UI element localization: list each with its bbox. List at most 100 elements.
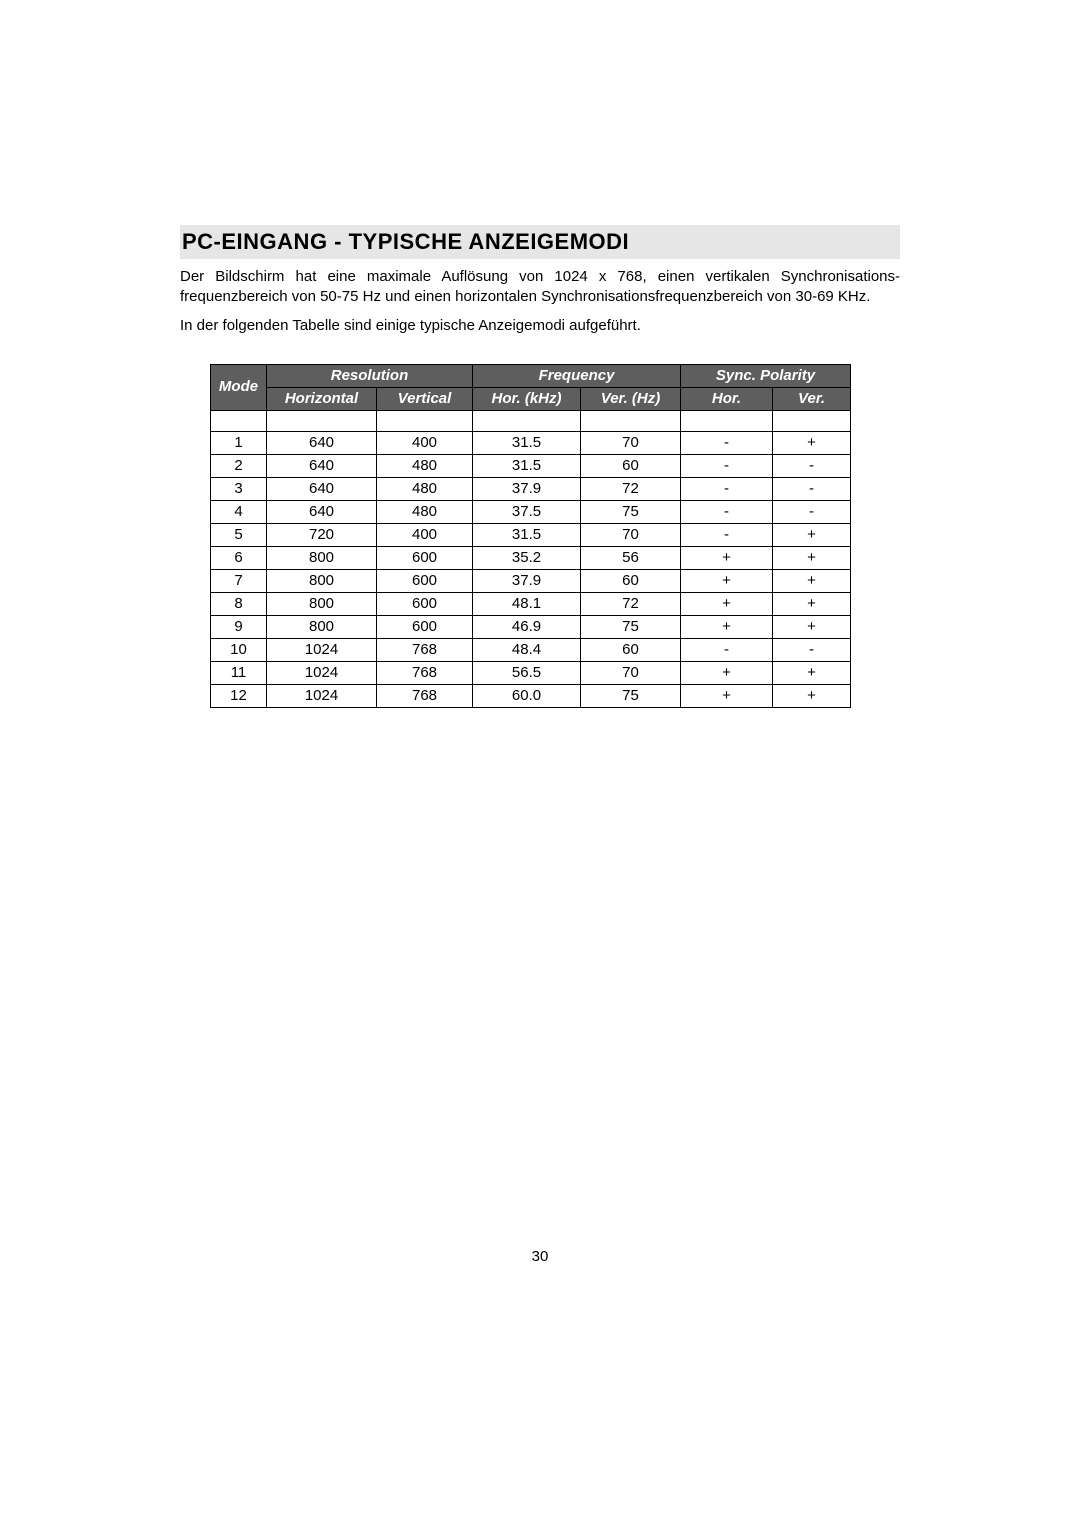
cell-vpol: - [773,638,851,661]
table-row: 10102476848.460-- [211,638,851,661]
cell-vres: 480 [377,454,473,477]
cell-vhz: 75 [581,684,681,707]
cell-hpol: - [681,500,773,523]
cell-hres: 1024 [267,684,377,707]
modes-table-wrap: Mode Resolution Frequency Sync. Polarity… [210,364,900,708]
cell-hres: 800 [267,546,377,569]
cell-vres: 600 [377,569,473,592]
cell-hres: 640 [267,500,377,523]
cell-vhz: 72 [581,592,681,615]
cell-mode: 8 [211,592,267,615]
cell-hpol: - [681,477,773,500]
col-group-resolution: Resolution [267,364,473,387]
col-ver-pol: Ver. [773,387,851,410]
cell-vhz: 70 [581,523,681,546]
cell-vhz: 75 [581,615,681,638]
cell-mode: 12 [211,684,267,707]
cell-vhz: 70 [581,431,681,454]
cell-mode: 5 [211,523,267,546]
table-row: 12102476860.075++ [211,684,851,707]
cell-hkhz: 31.5 [473,431,581,454]
cell-hkhz: 31.5 [473,454,581,477]
cell-vhz: 60 [581,454,681,477]
table-row: 264048031.560-- [211,454,851,477]
cell-hres: 1024 [267,661,377,684]
cell-vpol: + [773,431,851,454]
col-group-frequency: Frequency [473,364,681,387]
cell-hres: 800 [267,592,377,615]
table-row: 572040031.570-+ [211,523,851,546]
cell-hpol: + [681,546,773,569]
cell-hres: 640 [267,477,377,500]
cell-hpol: - [681,638,773,661]
cell-hkhz: 48.4 [473,638,581,661]
section-title-bar: PC-EINGANG - TYPISCHE ANZEIGEMODI [180,225,900,259]
cell-hpol: + [681,592,773,615]
page-number: 30 [0,1248,1080,1265]
table-row: 11102476856.570++ [211,661,851,684]
table-body: 164040031.570-+264048031.560--364048037.… [211,410,851,707]
cell-vres: 768 [377,661,473,684]
cell-hres: 640 [267,454,377,477]
cell-vpol: + [773,661,851,684]
cell-hpol: + [681,684,773,707]
cell-vpol: + [773,546,851,569]
cell-mode: 4 [211,500,267,523]
cell-vhz: 60 [581,638,681,661]
cell-vres: 480 [377,477,473,500]
cell-vpol: + [773,523,851,546]
table-row: 364048037.972-- [211,477,851,500]
cell-hkhz: 37.5 [473,500,581,523]
cell-vhz: 70 [581,661,681,684]
cell-mode: 11 [211,661,267,684]
cell-hkhz: 56.5 [473,661,581,684]
section-title: PC-EINGANG - TYPISCHE ANZEIGEMODI [182,229,894,255]
col-vertical: Vertical [377,387,473,410]
table-row: 880060048.172++ [211,592,851,615]
table-row: 980060046.975++ [211,615,851,638]
cell-hpol: - [681,523,773,546]
col-hor-khz: Hor. (kHz) [473,387,581,410]
cell-mode: 1 [211,431,267,454]
cell-vres: 480 [377,500,473,523]
cell-hres: 800 [267,569,377,592]
cell-mode: 3 [211,477,267,500]
cell-vres: 600 [377,546,473,569]
cell-hkhz: 37.9 [473,477,581,500]
cell-vres: 400 [377,523,473,546]
cell-hres: 800 [267,615,377,638]
cell-vhz: 60 [581,569,681,592]
cell-vhz: 75 [581,500,681,523]
table-header: Mode Resolution Frequency Sync. Polarity… [211,364,851,410]
cell-vres: 768 [377,638,473,661]
cell-vres: 600 [377,615,473,638]
cell-vres: 400 [377,431,473,454]
cell-hpol: + [681,569,773,592]
col-group-mode: Mode [211,364,267,410]
cell-mode: 9 [211,615,267,638]
cell-hres: 720 [267,523,377,546]
cell-hkhz: 60.0 [473,684,581,707]
cell-hkhz: 48.1 [473,592,581,615]
table-row: 680060035.256++ [211,546,851,569]
cell-vpol: - [773,477,851,500]
table-row: 164040031.570-+ [211,431,851,454]
cell-hpol: - [681,431,773,454]
cell-vpol: + [773,569,851,592]
cell-vres: 600 [377,592,473,615]
cell-vpol: + [773,684,851,707]
cell-hkhz: 35.2 [473,546,581,569]
cell-vhz: 56 [581,546,681,569]
cell-hpol: + [681,615,773,638]
cell-mode: 2 [211,454,267,477]
col-hor-pol: Hor. [681,387,773,410]
document-page: PC-EINGANG - TYPISCHE ANZEIGEMODI Der Bi… [0,0,1080,708]
cell-vpol: - [773,500,851,523]
table-row: 780060037.960++ [211,569,851,592]
display-modes-table: Mode Resolution Frequency Sync. Polarity… [210,364,851,708]
cell-mode: 6 [211,546,267,569]
cell-hpol: + [681,661,773,684]
cell-vres: 768 [377,684,473,707]
cell-hkhz: 46.9 [473,615,581,638]
cell-mode: 10 [211,638,267,661]
